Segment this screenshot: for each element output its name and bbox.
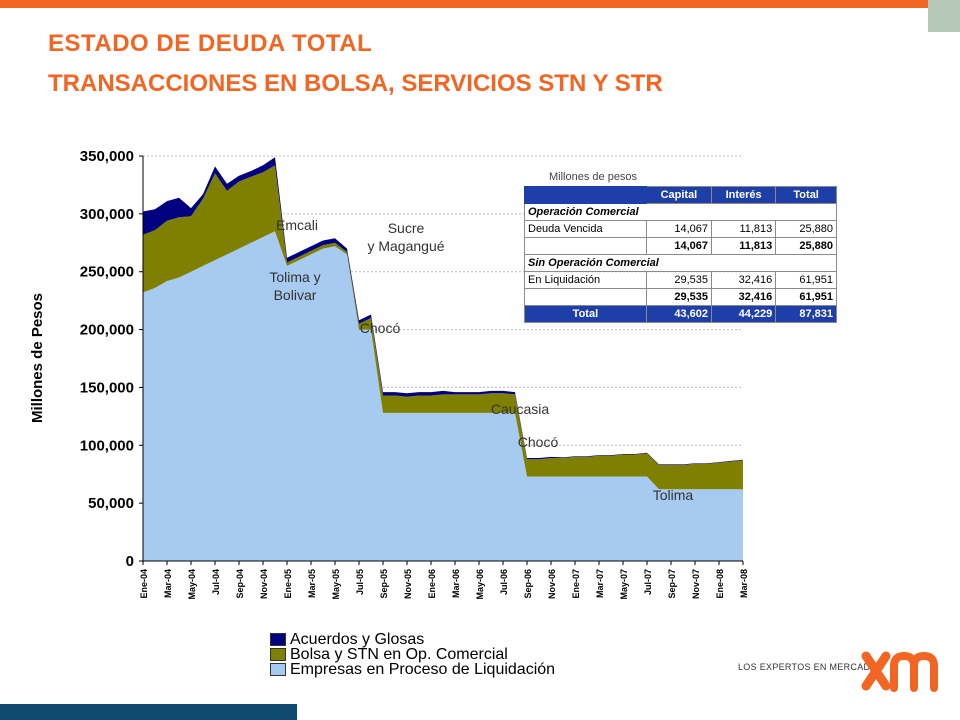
x-tick-label: Nov-07 [691,569,701,599]
x-tick-label: Mar-05 [307,569,317,598]
x-tick-label: Ene-06 [427,569,437,599]
table-row: Deuda Vencida 14,067 11,813 25,880 [524,220,837,238]
x-tick-label: Nov-04 [259,569,269,599]
xm-logo [861,651,938,692]
x-tick-label: Jul-05 [355,569,365,595]
x-tick-label: Ene-07 [571,569,581,599]
cell-capital: 29,535 [645,271,713,289]
cell-interes: 32,416 [710,271,777,289]
legend-swatch [270,648,286,661]
y-tick-label: 250,000 [80,264,134,281]
section-row: Operación Comercial [524,203,837,221]
x-tick-label: Sep-04 [235,569,245,599]
top-accent-bar [0,0,928,8]
logo-tagline: LOS EXPERTOS EN MERCADOS [738,662,884,672]
table-row: En Liquidación 29,535 32,416 61,951 [524,271,837,289]
x-tick-label: Ene-04 [139,569,149,599]
y-tick-label: 150,000 [80,379,134,396]
x-tick-label: Mar-04 [163,569,173,598]
x-tick-label: May-05 [331,569,341,600]
bottom-accent-bar [0,704,297,720]
x-tick-label: May-06 [475,569,485,600]
row-label: En Liquidación [524,271,647,289]
cell-total: 61,951 [775,271,837,289]
x-tick-label: Sep-05 [379,569,389,599]
chart-annotation: Chocó [360,320,401,336]
x-tick-label: Nov-06 [547,569,557,599]
total-row: Total 43,602 44,229 87,831 [524,305,837,323]
cell-capital: 14,067 [645,220,713,238]
x-tick-label: May-07 [619,569,629,600]
area-empresas-liquidacion [143,231,743,561]
page-subtitle: TRANSACCIONES EN BOLSA, SERVICIOS STN Y … [48,70,663,97]
subtotal-row: 14,067 11,813 25,880 [524,237,837,255]
section-label: Operación Comercial [524,203,837,221]
cell-interes: 11,813 [710,220,777,238]
x-tick-label: Sep-06 [523,569,533,599]
y-tick-label: 350,000 [80,148,134,165]
chart-annotation: Emcali [276,217,318,233]
legend-label: Acuerdos y Glosas [290,630,425,648]
subtotal-row: 29,535 32,416 61,951 [524,288,837,306]
legend-item: Bolsa y STN en Op. Comercial [270,645,555,663]
cell-capital: 14,067 [645,237,713,255]
x-tick-label: Jul-04 [211,569,221,595]
table-units-note: Millones de pesos [549,171,638,183]
col-header-interes: Interés [710,186,777,204]
legend-swatch [270,633,286,646]
table-header-blank [524,186,647,204]
row-label [524,288,647,306]
cell-total: 61,951 [775,288,837,306]
x-tick-label: Mar-06 [451,569,461,598]
row-label [524,237,647,255]
y-tick-label: 300,000 [80,206,134,223]
x-tick-label: Mar-08 [739,569,749,598]
chart-annotation: Chocó [518,434,559,450]
legend-swatch [270,663,286,676]
chart-legend: Acuerdos y Glosas Bolsa y STN en Op. Com… [270,630,556,678]
x-tick-label: May-04 [187,569,197,600]
y-tick-label: 200,000 [80,322,134,339]
x-tick-label: Mar-07 [595,569,605,598]
col-header-capital: Capital [645,186,713,204]
cell-total: 25,880 [775,220,837,238]
y-axis-label: Millones de Pesos [29,293,46,423]
row-label: Deuda Vencida [524,220,647,238]
corner-decoration [928,0,960,32]
x-tick-label: Ene-05 [283,569,293,599]
y-tick-label: 100,000 [80,437,134,454]
x-tick-label: Ene-08 [715,569,725,599]
legend-label: Bolsa y STN en Op. Comercial [290,645,508,663]
cell-total: 25,880 [775,237,837,255]
cell-interes: 11,813 [710,237,777,255]
cell-interes: 32,416 [710,288,777,306]
cell-capital: 29,535 [645,288,713,306]
col-header-total: Total [775,186,837,204]
section-row: Sin Operación Comercial [524,254,837,272]
legend-item: Acuerdos y Glosas [270,630,555,648]
y-tick-label: 0 [126,553,134,570]
chart-annotation: Tolima y Bolivar [269,269,320,303]
chart-annotation: Caucasia [491,401,550,417]
y-tick-label: 50,000 [88,495,134,512]
x-tick-label: Jul-06 [499,569,509,595]
cell-total: 87,831 [775,305,837,323]
table-header-row: Capital Interés Total [524,186,837,204]
legend-item: Empresas en Proceso de Liquidación [270,660,556,678]
x-tick-label: Nov-05 [403,569,413,599]
x-tick-label: Jul-07 [643,569,653,595]
cell-capital: 43,602 [645,305,713,323]
cell-interes: 44,229 [710,305,777,323]
row-label: Total [524,305,647,323]
debt-summary-table: Capital Interés Total Operación Comercia… [524,186,837,323]
legend-label: Empresas en Proceso de Liquidación [290,660,556,678]
section-label: Sin Operación Comercial [524,254,837,272]
page-title: ESTADO DE DEUDA TOTAL [48,30,373,57]
x-tick-label: Sep-07 [667,569,677,599]
chart-annotation: Tolima [653,487,694,503]
chart-annotation: Sucre y Magangué [367,220,444,254]
